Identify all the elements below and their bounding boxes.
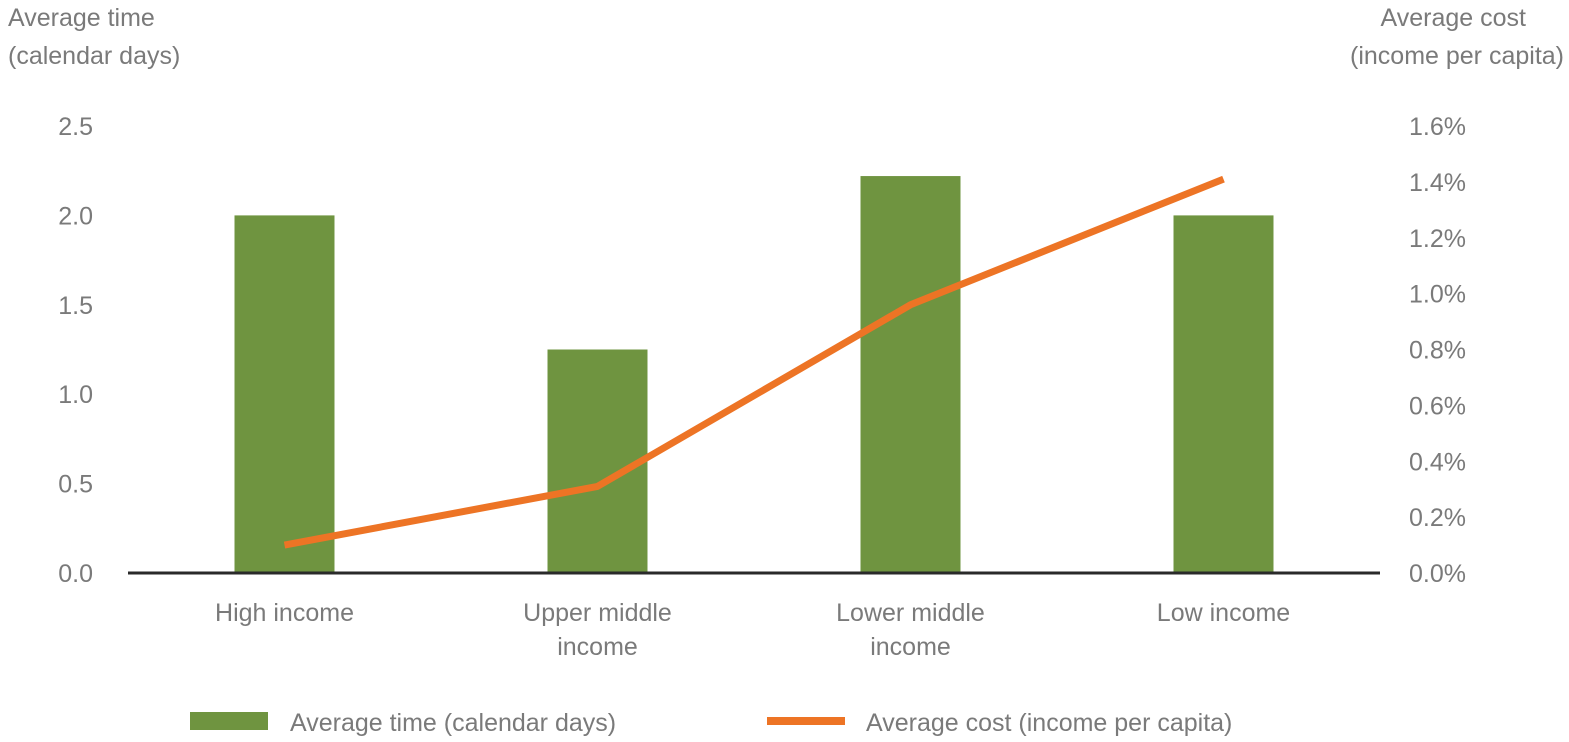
right-tick-label: 0.8% — [1409, 337, 1466, 365]
right-axis-title-line-2: (income per capita) — [1350, 42, 1564, 70]
right-axis-title: Average cost (income per capita) — [1350, 4, 1564, 70]
left-tick-label: 0.5 — [58, 471, 93, 499]
left-tick-label: 1.5 — [58, 292, 93, 320]
bar-series — [234, 176, 1274, 573]
right-tick-label: 1.0% — [1409, 281, 1466, 309]
left-axis-ticks: 0.0 0.5 1.0 1.5 2.0 2.5 — [58, 113, 93, 588]
left-tick-label: 2.5 — [58, 113, 93, 141]
category-labels: High income Upper middle income Lower middl… — [215, 599, 1290, 661]
left-tick-label: 1.0 — [58, 381, 93, 409]
legend: Average time (calendar days) Average cos… — [190, 709, 1232, 737]
category-label: Low income — [1157, 599, 1290, 627]
legend-bar-label: Average time (calendar days) — [290, 709, 616, 737]
category-label: High income — [215, 599, 354, 627]
right-tick-label: 1.2% — [1409, 225, 1466, 253]
right-tick-label: 0.0% — [1409, 560, 1466, 588]
line-series — [283, 175, 1225, 549]
category-label: income — [870, 633, 951, 661]
bar — [1173, 215, 1274, 573]
left-axis-title: Average time (calendar days) — [8, 4, 180, 70]
left-axis-title-line-2: (calendar days) — [8, 42, 180, 70]
bar — [234, 215, 335, 573]
left-axis-title-line-1: Average time — [8, 4, 155, 32]
category-label: Lower middle — [836, 599, 985, 627]
right-tick-label: 0.2% — [1409, 504, 1466, 532]
right-tick-label: 0.6% — [1409, 392, 1466, 420]
legend-line-swatch — [767, 717, 845, 725]
legend-bar-swatch — [190, 712, 268, 730]
category-label: income — [557, 633, 638, 661]
right-tick-label: 1.6% — [1409, 113, 1466, 141]
left-tick-label: 2.0 — [58, 202, 93, 230]
right-axis-title-line-1: Average cost — [1381, 4, 1527, 32]
right-axis-ticks: 0.0% 0.2% 0.4% 0.6% 0.8% 1.0% 1.2% 1.4% 1.6% — [1409, 113, 1466, 588]
cost-line — [283, 175, 1225, 549]
right-tick-label: 0.4% — [1409, 448, 1466, 476]
left-tick-label: 0.0 — [58, 560, 93, 588]
bar — [860, 176, 961, 573]
category-label: Upper middle — [523, 599, 672, 627]
right-tick-label: 1.4% — [1409, 169, 1466, 197]
bar — [547, 349, 648, 573]
legend-line-label: Average cost (income per capita) — [866, 709, 1232, 737]
